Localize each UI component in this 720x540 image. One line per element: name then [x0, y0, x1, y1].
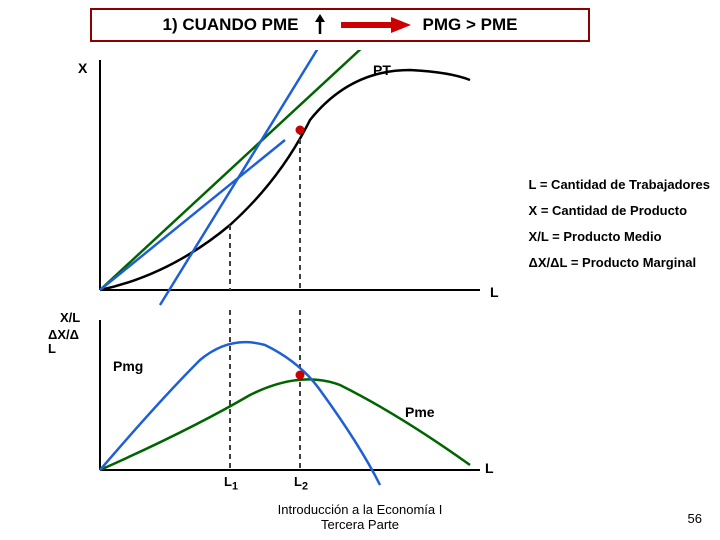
bottom-y-label-2: ΔX/ΔL [48, 328, 79, 357]
pme-ray [100, 50, 365, 290]
pmg-label: Pmg [113, 358, 143, 374]
top-x-label: L [490, 284, 499, 300]
legend-line3: X/L = Producto Medio [529, 224, 710, 250]
pmg-tangent-2 [100, 140, 285, 290]
pme-curve [100, 379, 470, 470]
title-part1: 1) CUANDO PME [163, 15, 299, 35]
tick-l2: L2 [294, 474, 308, 493]
pme-label: Pme [405, 404, 435, 420]
intersection-dot [296, 371, 305, 380]
legend-line4: ΔX/ΔL = Producto Marginal [529, 250, 710, 276]
top-y-label: X [78, 60, 87, 76]
footer: Introducción a la Economía I Tercera Par… [0, 502, 720, 532]
tangent-dot-top [296, 126, 305, 135]
top-chart [70, 50, 490, 315]
page-number: 56 [688, 511, 702, 526]
legend: L = Cantidad de Trabajadores X = Cantida… [529, 172, 710, 276]
title-part2: PMG > PME [423, 15, 518, 35]
footer-line2: Tercera Parte [0, 517, 720, 532]
tick-l1: L1 [224, 474, 238, 493]
legend-line2: X = Cantidad de Producto [529, 198, 710, 224]
right-arrow-icon [341, 17, 411, 33]
legend-line1: L = Cantidad de Trabajadores [529, 172, 710, 198]
up-arrow-icon [311, 14, 329, 36]
pt-label: PT [373, 62, 391, 78]
bottom-y-label-1: X/L [60, 310, 80, 325]
title-box: 1) CUANDO PME PMG > PME [90, 8, 590, 42]
footer-line1: Introducción a la Economía I [0, 502, 720, 517]
bottom-x-label: L [485, 460, 494, 476]
